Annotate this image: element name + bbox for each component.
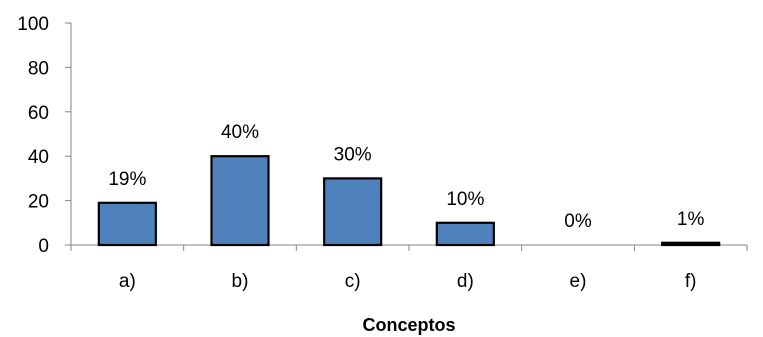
data-label: 40% — [221, 122, 259, 143]
y-tick-label: 80 — [28, 58, 49, 79]
data-label: 10% — [446, 189, 484, 210]
data-labels: 19% 40% 30% 10% 0% 1% — [108, 122, 704, 232]
bar — [435, 221, 495, 247]
x-tick-label: b) — [232, 271, 249, 292]
data-label: 30% — [334, 144, 372, 165]
y-tick-label: 0 — [38, 236, 49, 257]
y-tick-label: 100 — [17, 14, 49, 35]
data-label: 19% — [108, 169, 146, 190]
x-axis: a) b) c) d) e) f) — [70, 244, 748, 292]
bar — [323, 177, 383, 247]
data-label: 0% — [564, 211, 592, 232]
data-label: 1% — [677, 209, 705, 230]
bar — [97, 201, 157, 247]
y-tick-label: 40 — [28, 147, 49, 168]
x-tick-label: d) — [457, 271, 474, 292]
bar — [661, 241, 721, 247]
x-tick-label: c) — [345, 271, 361, 292]
y-tick-label: 20 — [28, 192, 49, 213]
x-tick-label: a) — [119, 271, 136, 292]
y-tick-label: 60 — [28, 103, 49, 124]
x-tick-label: e) — [570, 271, 587, 292]
bar — [210, 155, 270, 247]
x-axis-title: Conceptos — [362, 315, 455, 335]
y-axis: 0 20 40 60 80 100 — [17, 14, 72, 257]
x-tick-label: f) — [685, 271, 697, 292]
bars — [97, 155, 721, 247]
